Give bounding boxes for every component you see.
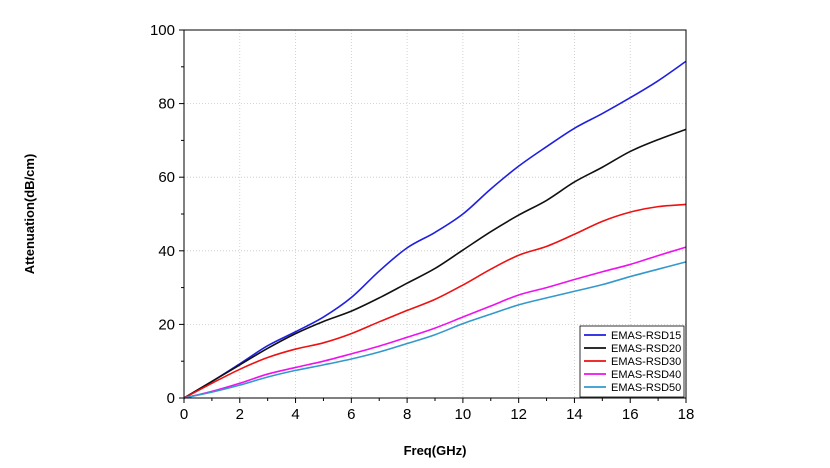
axis-ticks: 0 2 4 6 8 10 12 14 16 18 0 20 40 60 80 100: [150, 22, 694, 423]
series-line-emas-rsd50: [183, 261, 687, 399]
x-tick-label: 0: [180, 406, 188, 423]
x-tick-label: 14: [566, 406, 583, 423]
y-tick-label: 0: [167, 390, 175, 407]
y-axis-title: Attenuation(dB/cm): [22, 154, 37, 275]
y-tick-label: 20: [158, 316, 175, 333]
series-layer: [183, 60, 687, 399]
legend-label: EMAS-RSD40: [611, 369, 681, 381]
legend-label: EMAS-RSD20: [611, 343, 681, 355]
series-line-emas-rsd20: [183, 128, 687, 399]
x-tick-label: 18: [678, 406, 695, 423]
legend-label: EMAS-RSD30: [611, 356, 681, 368]
x-tick-label: 12: [510, 406, 527, 423]
legend-label: EMAS-RSD15: [611, 330, 681, 342]
y-tick-label: 100: [150, 22, 175, 39]
x-tick-label: 6: [347, 406, 355, 423]
series-line-emas-rsd30: [183, 203, 687, 399]
legend-label: EMAS-RSD50: [611, 382, 681, 394]
x-axis-title: Freq(GHz): [404, 443, 467, 458]
y-tick-label: 40: [158, 243, 175, 260]
x-tick-label: 2: [236, 406, 244, 423]
x-tick-label: 4: [291, 406, 299, 423]
y-tick-label: 80: [158, 96, 175, 113]
x-tick-label: 16: [622, 406, 639, 423]
series-line-emas-rsd40: [183, 246, 687, 399]
y-tick-label: 60: [158, 169, 175, 186]
legend: EMAS-RSD15EMAS-RSD20EMAS-RSD30EMAS-RSD40…: [579, 325, 685, 398]
x-tick-label: 8: [403, 406, 411, 423]
x-tick-label: 10: [455, 406, 472, 423]
series-line-emas-rsd15: [183, 60, 687, 399]
